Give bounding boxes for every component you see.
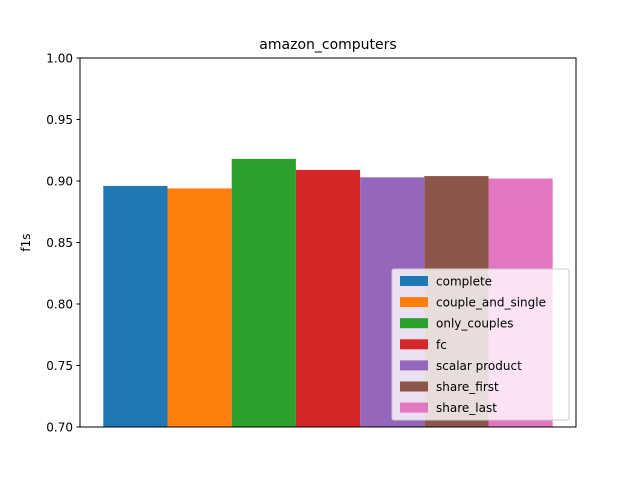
legend-swatch [400, 339, 428, 350]
bar-couple-and-single [167, 188, 232, 427]
legend-box [391, 268, 570, 421]
y-tick-label: 0.80 [46, 297, 73, 311]
legend-swatch [400, 318, 428, 329]
legend-swatch [400, 381, 428, 392]
legend-label: complete [436, 275, 492, 289]
y-tick-label: 1.00 [46, 51, 73, 65]
legend-label: share_last [436, 401, 497, 415]
legend-swatch [400, 360, 428, 371]
legend-label: couple_and_single [436, 296, 546, 310]
legend-label: share_first [436, 380, 499, 394]
bar-complete [103, 185, 168, 427]
chart-title: amazon_computers [259, 37, 396, 53]
y-tick-label: 0.70 [46, 420, 73, 434]
y-tick-label: 0.95 [46, 113, 73, 127]
legend-label: scalar product [436, 359, 522, 373]
y-tick-label: 0.75 [46, 359, 73, 373]
legend-label: fc [436, 338, 447, 352]
y-axis-label: f1s [19, 233, 33, 251]
y-tick-label: 0.85 [46, 236, 73, 250]
bar-fc [295, 169, 361, 427]
bar-only-couples [231, 158, 296, 428]
y-tick-label: 0.90 [46, 174, 73, 188]
legend-swatch [400, 402, 428, 413]
y-axis: 0.70 0.75 0.80 0.85 0.90 0.95 1.00 [46, 51, 80, 434]
legend-swatch [400, 276, 428, 286]
legend-label: only_couples [436, 317, 514, 331]
legend-swatch [400, 297, 428, 308]
